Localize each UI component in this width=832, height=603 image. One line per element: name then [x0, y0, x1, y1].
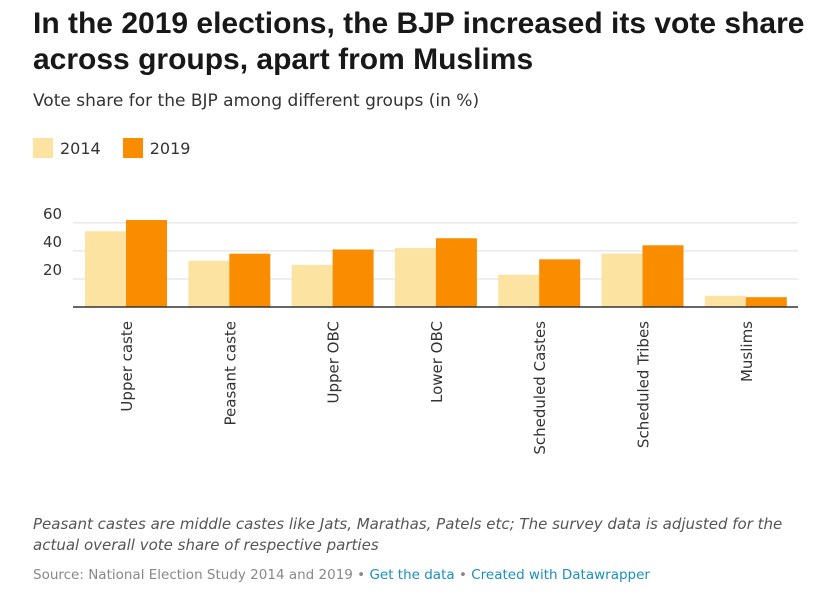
separator-dot: •	[357, 567, 366, 583]
bar	[394, 248, 436, 307]
legend: 2014 2019	[33, 138, 212, 158]
bar	[291, 264, 333, 307]
source-text: Source: National Election Study 2014 and…	[33, 567, 353, 583]
separator-dot: •	[458, 567, 467, 583]
chart-note: Peasant castes are middle castes like Ja…	[33, 515, 783, 554]
bar	[332, 249, 374, 307]
x-category-label: Lower OBC	[428, 321, 446, 403]
bar	[188, 260, 230, 307]
bar	[126, 220, 167, 307]
bar-chart: 20 40 60 Upper caste Peasant caste Upper OBC L…	[43, 205, 798, 455]
legend-item-2019: 2019	[122, 138, 191, 158]
x-category-label: Muslims	[738, 321, 756, 382]
y-tick-label: 20	[43, 261, 62, 279]
get-the-data-link[interactable]: Get the data	[369, 567, 455, 583]
bar	[498, 274, 540, 307]
x-category-label: Upper OBC	[325, 321, 343, 404]
bar	[435, 238, 477, 307]
bar	[642, 245, 684, 307]
legend-label-2014: 2014	[60, 138, 101, 158]
bar	[539, 259, 581, 307]
bar	[229, 253, 271, 307]
legend-swatch-2014	[33, 138, 53, 158]
legend-item-2014: 2014	[33, 138, 101, 158]
y-tick-label: 60	[43, 205, 62, 223]
bar	[704, 295, 746, 307]
x-category-label: Scheduled Castes	[531, 321, 549, 455]
x-category-label: Peasant caste	[221, 321, 239, 425]
x-category-label: Upper caste	[118, 321, 136, 412]
legend-label-2019: 2019	[149, 138, 191, 158]
source-line: Source: National Election Study 2014 and…	[33, 567, 650, 583]
bar	[745, 297, 787, 307]
y-tick-label: 40	[43, 233, 62, 251]
chart-title: In the 2019 elections, the BJP increased…	[33, 7, 805, 76]
legend-swatch-2019	[122, 138, 143, 158]
bar	[85, 231, 126, 307]
created-with-datawrapper-link[interactable]: Created with Datawrapper	[471, 567, 650, 583]
chart-subtitle: Vote share for the BJP among different g…	[33, 91, 480, 111]
bar	[601, 253, 643, 307]
x-category-label: Scheduled Tribes	[635, 321, 653, 448]
